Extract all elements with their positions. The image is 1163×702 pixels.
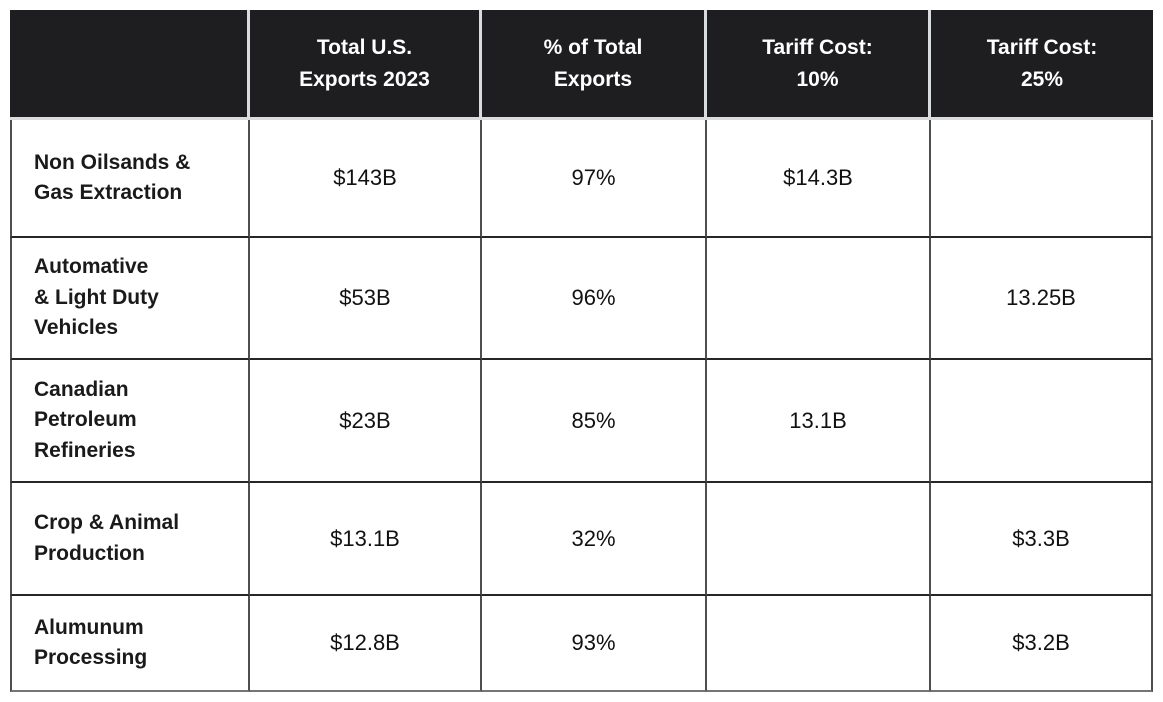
- cell-automotive-pct: 96%: [482, 238, 707, 360]
- cell-crop-animal-exports: $13.1B: [250, 483, 482, 596]
- cell-crop-animal-tariff10: [707, 483, 931, 596]
- cell-aluminum-pct: 93%: [482, 596, 707, 692]
- cell-non-oilsands-tariff25: [931, 120, 1153, 238]
- cell-petroleum-tariff25: [931, 360, 1153, 483]
- cell-automotive-tariff10: [707, 238, 931, 360]
- header-cell-pct-of-total: % of Total Exports: [482, 10, 707, 120]
- cell-automotive-tariff25: 13.25B: [931, 238, 1153, 360]
- header-cell-tariff-25: Tariff Cost: 25%: [931, 10, 1153, 120]
- cell-aluminum-exports: $12.8B: [250, 596, 482, 692]
- header-cell-blank: [10, 10, 250, 120]
- cell-crop-animal-tariff25: $3.3B: [931, 483, 1153, 596]
- cell-automotive-exports: $53B: [250, 238, 482, 360]
- row-label-non-oilsands: Non Oilsands & Gas Extraction: [10, 120, 250, 238]
- cell-non-oilsands-pct: 97%: [482, 120, 707, 238]
- row-label-petroleum: Canadian Petroleum Refineries: [10, 360, 250, 483]
- cell-crop-animal-pct: 32%: [482, 483, 707, 596]
- cell-petroleum-pct: 85%: [482, 360, 707, 483]
- cell-petroleum-tariff10: 13.1B: [707, 360, 931, 483]
- header-cell-tariff-10: Tariff Cost: 10%: [707, 10, 931, 120]
- cell-non-oilsands-tariff10: $14.3B: [707, 120, 931, 238]
- row-label-aluminum: Alumunum Processing: [10, 596, 250, 692]
- row-label-automotive: Automative & Light Duty Vehicles: [10, 238, 250, 360]
- header-cell-total-exports: Total U.S. Exports 2023: [250, 10, 482, 120]
- cell-aluminum-tariff10: [707, 596, 931, 692]
- cell-petroleum-exports: $23B: [250, 360, 482, 483]
- row-label-crop-animal: Crop & Animal Production: [10, 483, 250, 596]
- cell-non-oilsands-exports: $143B: [250, 120, 482, 238]
- tariff-table: Total U.S. Exports 2023 % of Total Expor…: [10, 10, 1153, 692]
- cell-aluminum-tariff25: $3.2B: [931, 596, 1153, 692]
